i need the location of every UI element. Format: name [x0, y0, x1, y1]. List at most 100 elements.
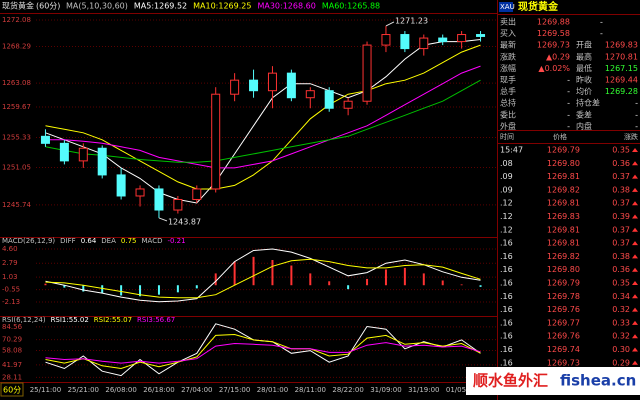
trade-change: 0.38: [612, 185, 630, 194]
legend-item: MA5:1269.52: [134, 2, 187, 11]
trades-header: 时间: [500, 132, 514, 141]
chart-period: (60分): [36, 2, 60, 11]
x-tick-label: 28/11:00: [295, 386, 326, 394]
trade-change: 0.33: [612, 318, 630, 327]
max-label: 1271.23: [395, 16, 428, 25]
y-tick-label: 70.29: [2, 336, 22, 344]
y-tick-label: 1259.67: [2, 103, 31, 111]
quote-value: 1270.81: [605, 52, 638, 61]
trade-arrow: [632, 267, 638, 272]
quote-label: 均价: [576, 86, 592, 96]
trade-price: 1269.83: [547, 212, 580, 221]
indicator-legend: RSI2:55.07: [94, 316, 132, 324]
candle-body: [249, 79, 259, 92]
trade-arrow: [632, 334, 638, 339]
trade-arrow: [632, 360, 638, 365]
period-button[interactable]: 60分: [3, 386, 21, 395]
y-tick-label: 41.97: [2, 361, 22, 369]
candle-body: [267, 72, 277, 92]
quote-value: -: [635, 122, 638, 131]
x-tick-label: 26/18:00: [143, 386, 174, 394]
quote-label: 外盘: [500, 121, 516, 131]
trade-change: 0.32: [612, 305, 630, 314]
indicator-legend: 0.64: [81, 237, 97, 245]
quote-label: 现手: [500, 75, 516, 85]
candle-body: [192, 188, 202, 200]
trade-time: .16: [500, 239, 513, 248]
watermark-site: fishea.cn: [560, 372, 636, 390]
trade-change: 0.29: [612, 358, 630, 367]
trade-change: 0.39: [612, 212, 630, 221]
trades-header: 涨跌: [624, 132, 638, 141]
quote-value: -: [600, 29, 603, 38]
quote-value: 1269.28: [605, 87, 638, 96]
candle-body: [457, 34, 467, 43]
candle-body: [438, 37, 448, 43]
y-tick-label: 1245.74: [2, 201, 31, 209]
trade-change: 0.37: [612, 225, 630, 234]
trade-price: 1269.81: [547, 172, 580, 181]
trade-time: 15:47: [500, 146, 523, 155]
quote-value: -: [635, 99, 638, 108]
y-tick-label: 28.11: [2, 373, 22, 381]
candle-body: [324, 90, 334, 109]
indicator-legend: 0.75: [121, 237, 137, 245]
quote-value: 1269.73: [537, 41, 570, 50]
trades-header: 价格: [553, 132, 567, 141]
quote-label: 总手: [500, 86, 516, 96]
trade-change: 0.32: [612, 332, 630, 341]
trade-arrow: [632, 307, 638, 312]
trade-price: 1269.81: [547, 225, 580, 234]
y-tick-label: 1272.08: [2, 16, 31, 24]
x-tick-label: 28/01:00: [257, 386, 288, 394]
candle-body: [78, 147, 88, 162]
indicator-line: [45, 65, 481, 169]
quote-label: 持仓差: [576, 98, 600, 108]
watermark-brand: 顺水鱼外汇: [473, 372, 548, 390]
trade-price: 1269.80: [547, 159, 580, 168]
quote-value: -: [567, 76, 570, 85]
trade-price: 1269.79: [547, 279, 580, 288]
trade-price: 1269.77: [547, 318, 580, 327]
min-label: 1243.87: [168, 217, 201, 226]
quote-value: -: [635, 110, 638, 119]
y-tick-label: 1263.08: [2, 79, 31, 87]
quote-value: -: [567, 110, 570, 119]
trade-change: 0.34: [612, 292, 630, 301]
x-tick-label: 25/21:00: [68, 386, 99, 394]
candle-body: [230, 79, 240, 95]
trade-arrow: [632, 241, 638, 246]
trade-price: 1269.74: [547, 345, 580, 354]
quote-label: 昨收: [576, 75, 592, 85]
x-tick-label: 27/04:00: [181, 386, 212, 394]
x-tick-label: 28/22:00: [332, 386, 363, 394]
trade-time: .09: [500, 185, 513, 194]
trade-arrow: [632, 347, 638, 352]
quote-label: 涨跌: [500, 51, 516, 61]
trade-time: .12: [500, 212, 513, 221]
x-tick-label: 31/09:00: [370, 386, 401, 394]
legend-item: MA30:1268.60: [257, 2, 315, 11]
trade-price: 1269.76: [547, 305, 580, 314]
indicator-legend: RSI(6,12,24): [2, 316, 46, 324]
trade-time: .16: [500, 252, 513, 261]
indicator-legend: RSI3:56.67: [137, 316, 175, 324]
trade-arrow: [632, 281, 638, 285]
trade-change: 0.37: [612, 172, 630, 181]
period-button-frame[interactable]: [0, 382, 24, 397]
quote-value: 1269.58: [537, 29, 570, 38]
trade-arrow: [632, 320, 638, 325]
candle-body: [211, 93, 221, 190]
trade-price: 1269.82: [547, 185, 580, 194]
trade-arrow: [632, 148, 638, 152]
x-tick-label: 01/05:00: [446, 386, 477, 394]
indicator-legend: DEA: [101, 237, 116, 245]
indicator-legend: DIFF: [60, 237, 76, 245]
max-pointer: [385, 21, 395, 27]
trade-arrow: [632, 294, 638, 299]
quote-value: -: [600, 18, 603, 27]
legend-item: MA(5,10,30,60): [66, 2, 128, 11]
trade-change: 0.37: [612, 199, 630, 208]
